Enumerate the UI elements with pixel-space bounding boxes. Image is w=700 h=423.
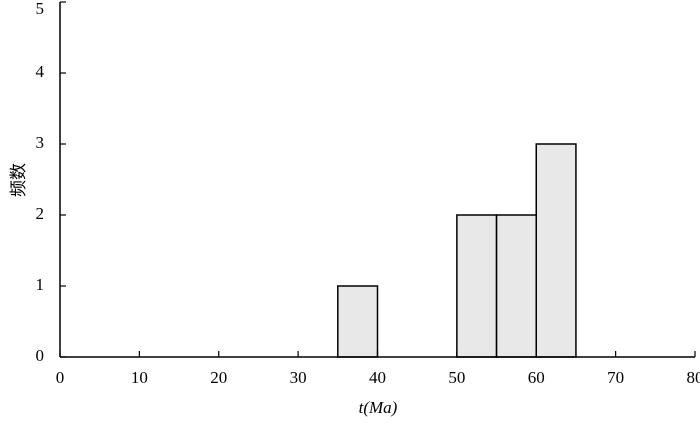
- x-tick-label: 30: [290, 368, 307, 387]
- y-tick-label: 1: [36, 275, 45, 294]
- x-tick-label: 40: [369, 368, 386, 387]
- x-tick-label: 60: [528, 368, 545, 387]
- y-tick-label: 3: [36, 133, 45, 152]
- y-tick-label: 4: [36, 62, 45, 81]
- x-tick-label: 10: [131, 368, 148, 387]
- bar: [495, 214, 537, 358]
- bar: [337, 285, 379, 358]
- bar: [535, 143, 577, 358]
- x-tick-label: 20: [210, 368, 227, 387]
- y-axis-label: 频数: [9, 163, 28, 197]
- x-tick-label: 70: [607, 368, 624, 387]
- y-tick-label: 5: [36, 0, 45, 18]
- y-tick-label: 2: [36, 204, 45, 223]
- x-tick-label: 0: [56, 368, 65, 387]
- bar: [456, 214, 498, 358]
- x-tick-label: 80: [687, 368, 700, 387]
- x-tick-label: 50: [448, 368, 465, 387]
- x-axis-label: t(Ma): [359, 398, 398, 417]
- y-tick-label: 0: [36, 346, 45, 365]
